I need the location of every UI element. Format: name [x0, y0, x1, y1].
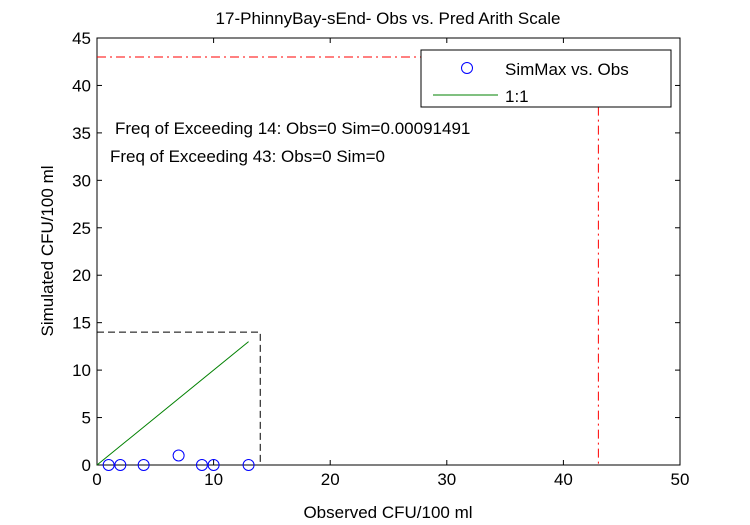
annotation-2: Freq of Exceeding 43: Obs=0 Sim=0	[110, 147, 385, 166]
plot-area	[96, 37, 681, 466]
legend-label-scatter: SimMax vs. Obs	[505, 60, 629, 79]
one-to-one-line	[96, 341, 249, 466]
x-tick-label: 0	[92, 470, 101, 489]
y-tick-label: 45	[72, 29, 91, 48]
data-point	[172, 449, 185, 462]
x-axis-label: Observed CFU/100 ml	[303, 503, 472, 522]
data-point	[102, 459, 115, 471]
y-axis-label: Simulated CFU/100 ml	[38, 165, 57, 336]
x-tick-label: 50	[671, 470, 690, 489]
data-point	[137, 459, 150, 471]
annotation-1: Freq of Exceeding 14: Obs=0 Sim=0.000914…	[115, 119, 470, 138]
legend-marker-circle	[461, 62, 473, 74]
legend: SimMax vs. Obs 1:1	[420, 49, 672, 108]
x-tick-label: 40	[554, 470, 573, 489]
x-tick-label: 20	[321, 470, 340, 489]
y-tick-label: 5	[82, 409, 91, 428]
y-tick-label: 15	[72, 314, 91, 333]
data-point	[242, 459, 255, 471]
y-tick-label: 40	[72, 76, 91, 95]
y-tick-label: 0	[82, 456, 91, 475]
y-tick-label: 10	[72, 361, 91, 380]
legend-label-line: 1:1	[505, 87, 529, 106]
data-point	[195, 459, 208, 471]
y-tick-label: 30	[72, 171, 91, 190]
legend-box	[420, 49, 672, 108]
data-point	[114, 459, 127, 471]
x-tick-label: 10	[204, 470, 223, 489]
chart-title: 17-PhinnyBay-sEnd- Obs vs. Pred Arith Sc…	[216, 9, 561, 28]
x-tick-label: 30	[437, 470, 456, 489]
y-tick-label: 25	[72, 219, 91, 238]
y-tick-label: 20	[72, 266, 91, 285]
y-tick-label: 35	[72, 124, 91, 143]
data-point	[207, 459, 220, 471]
